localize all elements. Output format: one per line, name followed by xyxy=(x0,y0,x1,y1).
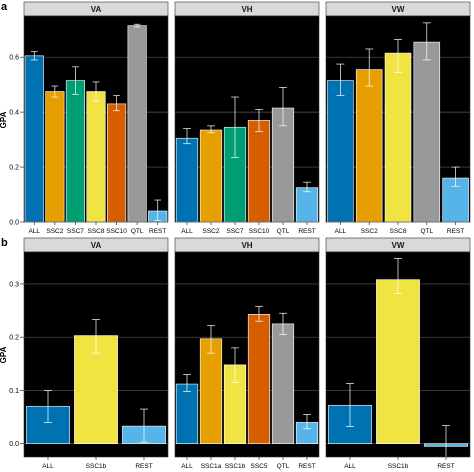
bar xyxy=(65,80,85,223)
facet-border xyxy=(23,15,169,223)
facet-border xyxy=(325,251,471,458)
y-tick-label: 0.4 xyxy=(9,110,19,117)
bar xyxy=(86,91,106,223)
x-tick-label: SSC1b xyxy=(388,463,409,470)
x-tick-label: ALL xyxy=(28,228,40,235)
y-tick-label: 0.2 xyxy=(9,335,19,342)
bar xyxy=(247,313,271,444)
y-tick-label: 0.0 xyxy=(9,220,19,227)
x-tick-label: ALL xyxy=(181,228,193,235)
panel-letter: b xyxy=(1,237,8,249)
x-tick-label: ALL xyxy=(42,463,54,470)
bar xyxy=(74,335,118,444)
y-tick-label: 0.2 xyxy=(9,165,19,172)
x-tick-label: REST xyxy=(298,463,315,470)
x-tick-label: SSC2 xyxy=(46,228,63,235)
y-tick-label: 0.1 xyxy=(9,388,19,395)
x-tick-label: SSC2 xyxy=(361,228,378,235)
x-tick-label: SSC2 xyxy=(203,228,220,235)
facet-title: VW xyxy=(392,241,405,250)
bar xyxy=(175,137,199,223)
y-axis-label: GPA xyxy=(0,346,8,363)
bar xyxy=(107,103,127,223)
x-tick-label: SSC5 xyxy=(251,463,268,470)
facet-title: VA xyxy=(91,241,102,250)
facet-title: VH xyxy=(241,5,252,14)
facet-plot-area xyxy=(175,16,319,222)
x-tick-label: QTL xyxy=(131,228,144,235)
facet-title: VH xyxy=(241,241,252,250)
facet-plot-area xyxy=(175,252,319,457)
facet-border xyxy=(174,15,320,223)
facet-border xyxy=(23,251,169,458)
bar xyxy=(24,55,44,223)
y-tick-label: 0.6 xyxy=(9,55,19,62)
bar xyxy=(295,187,319,223)
bar xyxy=(45,91,65,223)
bar xyxy=(127,25,147,223)
y-tick-label: 0.0 xyxy=(9,441,19,448)
bar xyxy=(199,338,223,444)
x-tick-label: ALL xyxy=(344,463,356,470)
x-tick-label: REST xyxy=(135,463,152,470)
facet-title: VA xyxy=(91,5,102,14)
x-tick-label: QTL xyxy=(420,228,433,235)
x-tick-label: REST xyxy=(447,228,464,235)
bar xyxy=(327,80,354,223)
x-tick-label: SSC1a xyxy=(201,463,222,470)
x-tick-label: SSC7 xyxy=(67,228,84,235)
facet-border xyxy=(174,251,320,458)
x-tick-label: QTL xyxy=(277,463,290,470)
panel-letter: a xyxy=(1,1,8,13)
bar xyxy=(247,120,271,223)
x-tick-label: QTL xyxy=(277,228,290,235)
x-tick-label: SSC1b xyxy=(86,463,107,470)
y-tick-label: 0.3 xyxy=(9,281,19,288)
x-tick-label: REST xyxy=(149,228,166,235)
bar xyxy=(175,383,199,444)
x-tick-label: SSC7 xyxy=(227,228,244,235)
x-tick-label: REST xyxy=(298,228,315,235)
x-tick-label: SSC8 xyxy=(390,228,407,235)
bar xyxy=(413,41,441,223)
bar xyxy=(376,279,420,444)
bar xyxy=(384,52,412,223)
x-tick-label: ALL xyxy=(335,228,347,235)
bar xyxy=(271,323,295,444)
bar xyxy=(355,69,383,223)
x-tick-label: SSC8 xyxy=(88,228,105,235)
bar xyxy=(199,129,223,223)
x-tick-label: SSC10 xyxy=(106,228,127,235)
x-tick-label: SSC10 xyxy=(249,228,270,235)
facet-border xyxy=(325,15,471,223)
x-tick-label: SSC1b xyxy=(225,463,246,470)
facet-title: VW xyxy=(392,5,405,14)
x-tick-label: ALL xyxy=(181,463,193,470)
y-axis-label: GPA xyxy=(0,111,8,128)
x-tick-label: REST xyxy=(437,463,454,470)
